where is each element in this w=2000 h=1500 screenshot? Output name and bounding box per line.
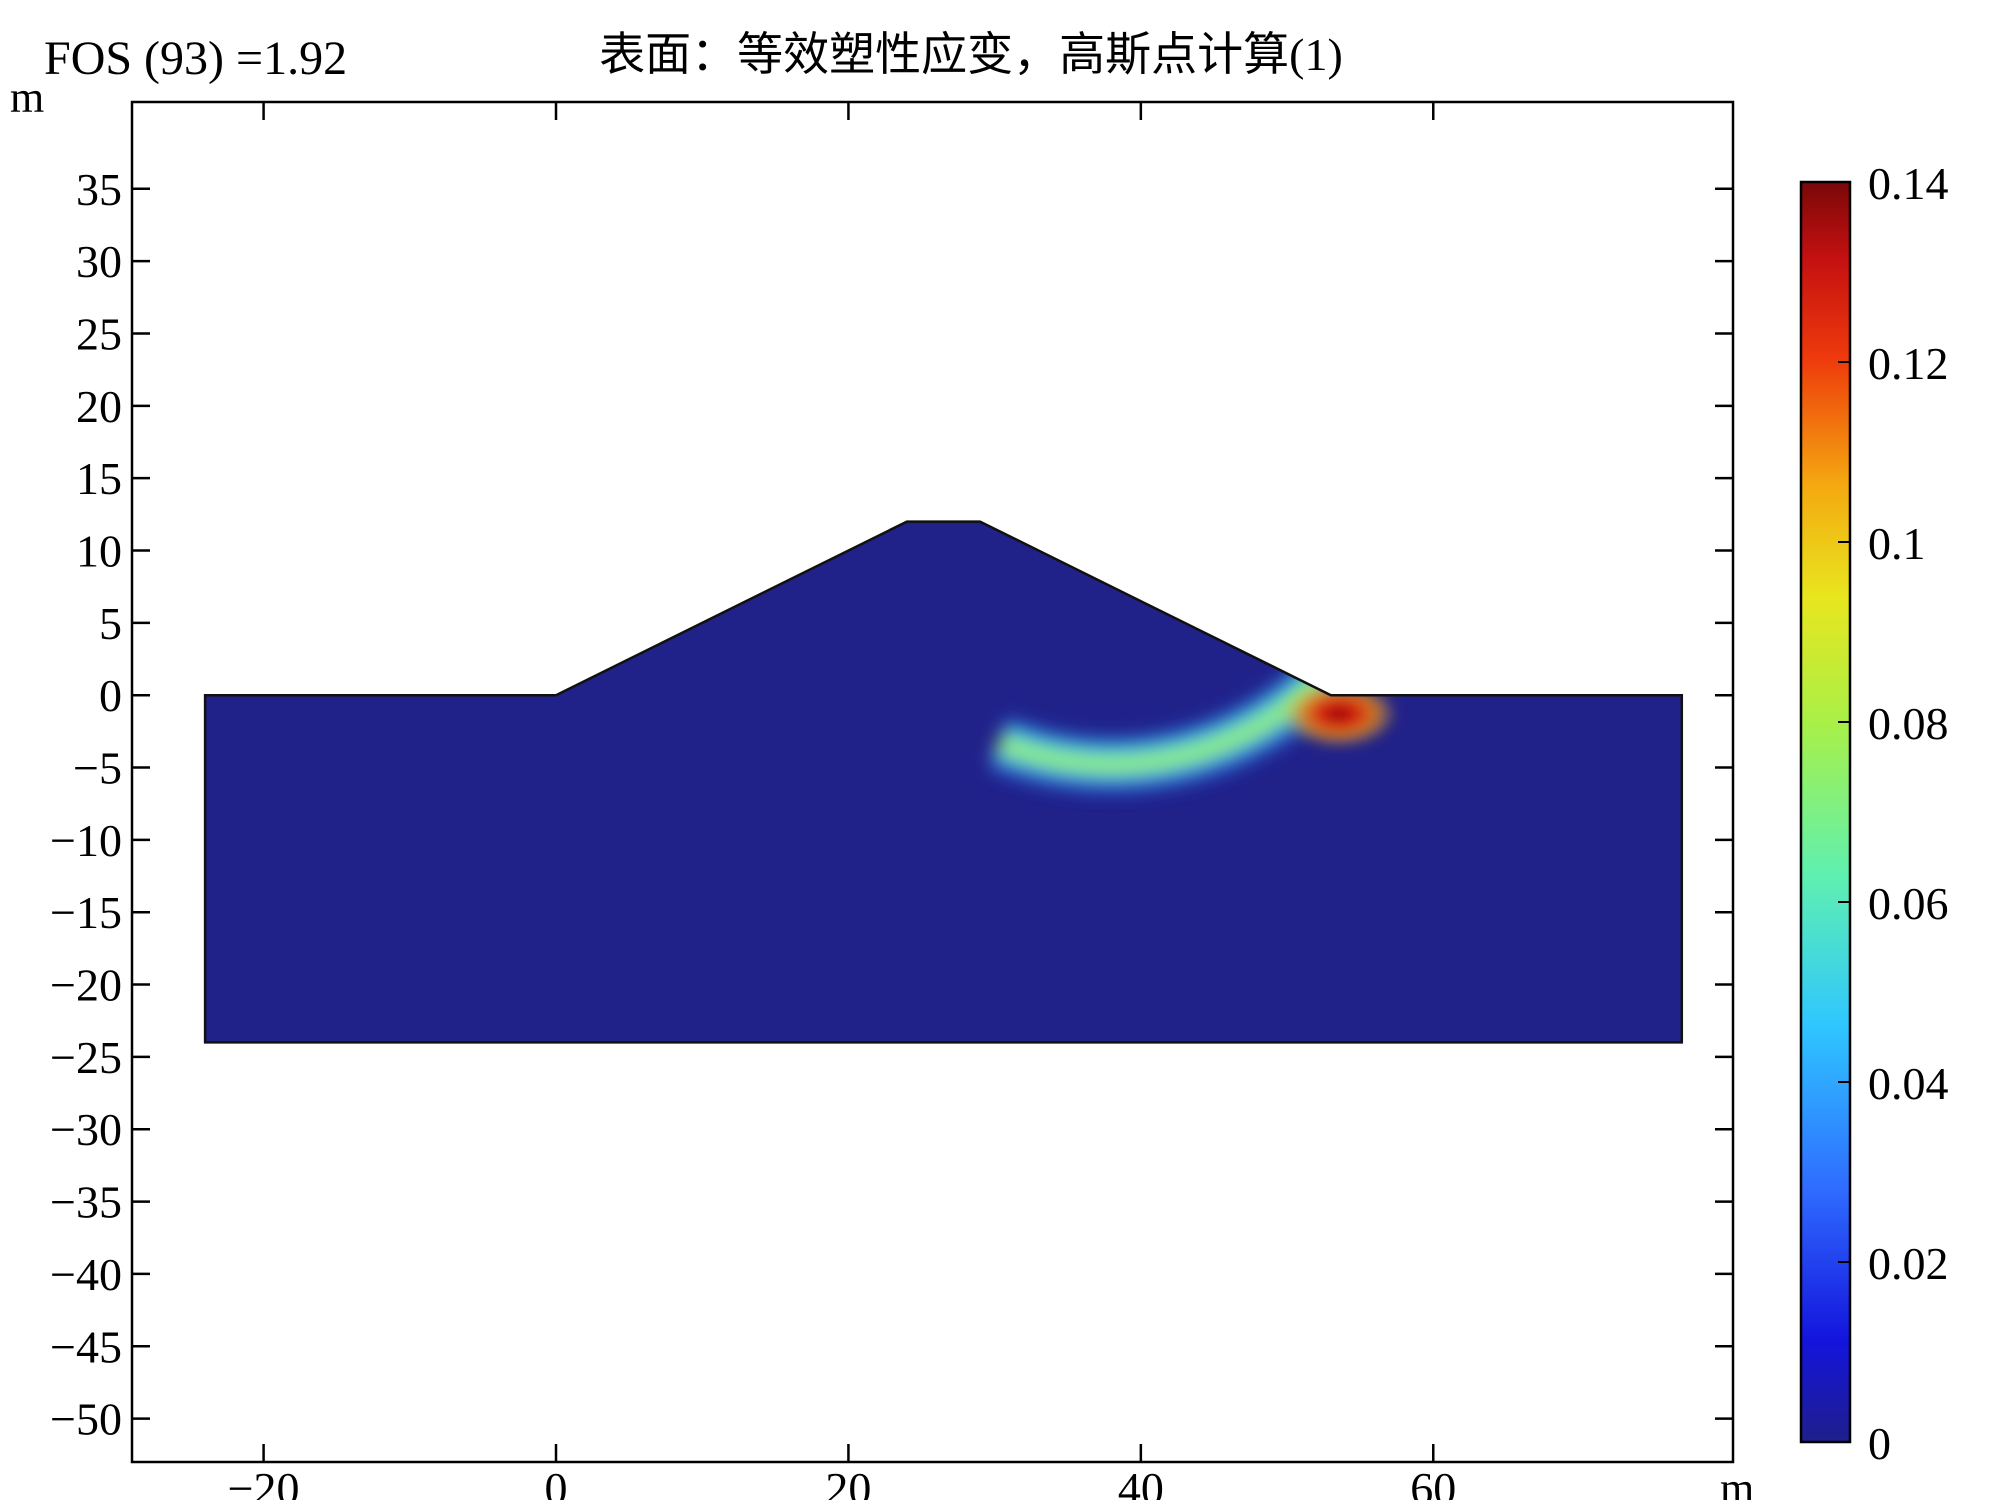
y-tick-label: −50 [50, 1394, 122, 1445]
y-tick-label: −20 [50, 960, 122, 1011]
y-tick-label: 5 [99, 598, 122, 649]
colorbar-tick-label: 0.08 [1868, 698, 1949, 749]
colorbar-tick-label: 0.12 [1868, 338, 1949, 389]
y-tick-label: 35 [76, 164, 122, 215]
y-tick-label: −40 [50, 1249, 122, 1300]
y-tick-label: −45 [50, 1321, 122, 1372]
y-tick-label: 30 [76, 236, 122, 287]
chart-title: 表面：等效塑性应变，高斯点计算(1) [599, 29, 1343, 80]
colorbar-tick-label: 0.1 [1868, 518, 1926, 569]
colorbar-ticks: 0.14 0.12 0.1 0.08 0.06 0.04 0.02 0 [1838, 158, 1949, 1469]
colorbar-tick-label: 0.02 [1868, 1238, 1949, 1289]
colorbar-tick-label: 0.04 [1868, 1058, 1949, 1109]
x-axis-unit: m [1720, 1464, 1754, 1500]
y-tick-label: 10 [76, 526, 122, 577]
y-tick-label: −15 [50, 887, 122, 938]
x-axis: −20 0 20 40 60 [228, 102, 1456, 1500]
slip-band [985, 628, 1350, 801]
plot-frame [130, 100, 1735, 1464]
colorbar-tick-label: 0.06 [1868, 878, 1949, 929]
x-tick-label: 40 [1118, 1463, 1164, 1500]
strain-field [205, 521, 1682, 1043]
y-axis: 35 30 25 20 15 10 5 0 −5 −10 −15 −20 −25 −30 −35 −40 −45… [50, 164, 1733, 1445]
y-tick-label: 20 [76, 381, 122, 432]
y-tick-label: −10 [50, 815, 122, 866]
x-tick-label: 20 [825, 1463, 871, 1500]
y-tick-label: 0 [99, 670, 122, 721]
y-tick-label: −25 [50, 1032, 122, 1083]
domain-outline [203, 520, 1684, 1044]
peak-strain-spot [1280, 679, 1397, 748]
colorbar-tick-label: 0.14 [1868, 158, 1949, 209]
x-tick-label: 60 [1410, 1463, 1456, 1500]
y-tick-label: −5 [73, 743, 122, 794]
y-tick-label: 15 [76, 453, 122, 504]
soil-domain [205, 521, 1682, 1043]
x-tick-label: 0 [545, 1463, 568, 1500]
y-tick-label: 25 [76, 308, 122, 359]
fos-label: FOS (93) =1.92 [44, 32, 347, 85]
y-tick-label: −35 [50, 1177, 122, 1228]
colorbar: 0.14 0.12 0.1 0.08 0.06 0.04 0.02 0 [1799, 158, 1949, 1469]
y-tick-label: −30 [50, 1104, 122, 1155]
colorbar-gradient [1799, 180, 1852, 1444]
y-axis-unit: m [10, 73, 44, 122]
x-tick-label: −20 [228, 1463, 300, 1500]
plot-area: −20 0 20 40 60 35 30 25 20 15 10 5 0 −5 −10 −15 −20 −25 −… [50, 100, 1735, 1500]
colorbar-tick-label: 0 [1868, 1418, 1891, 1469]
